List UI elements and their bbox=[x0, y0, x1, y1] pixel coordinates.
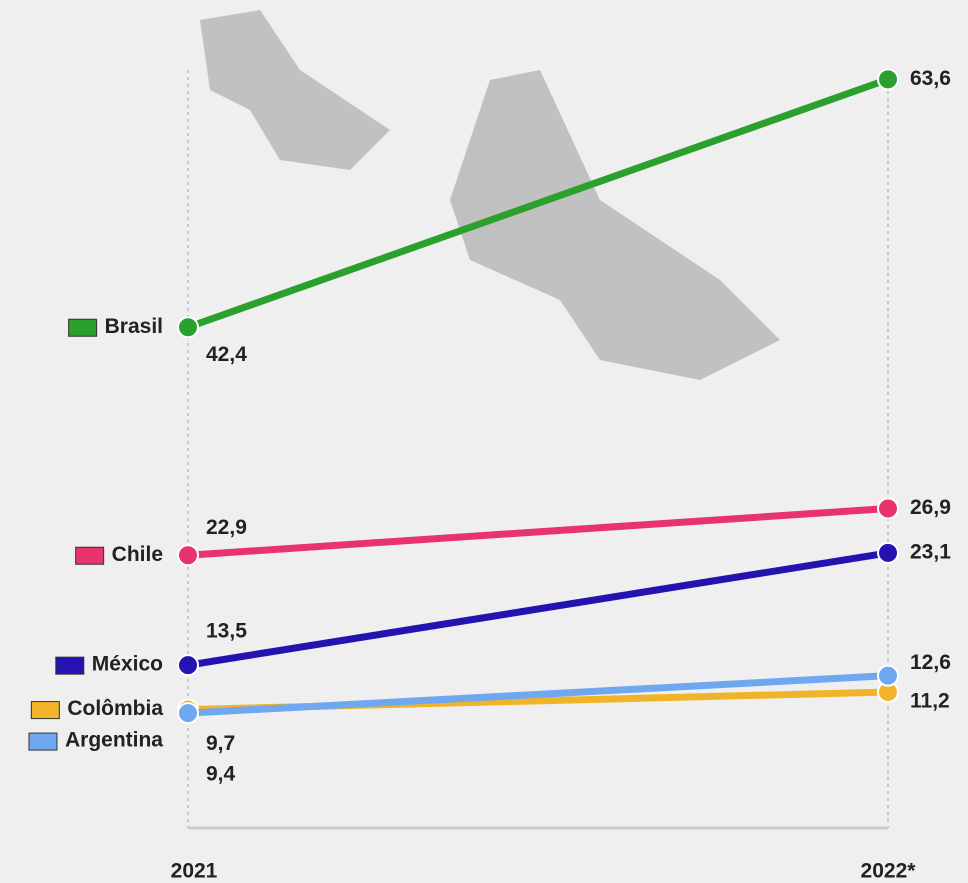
series-name: Colômbia bbox=[67, 697, 163, 720]
value-label: 42,4 bbox=[206, 343, 247, 366]
butterfly bbox=[200, 10, 390, 170]
flag bbox=[55, 656, 85, 675]
value-label: 9,4 bbox=[206, 763, 236, 786]
value-label: 13,5 bbox=[206, 620, 247, 643]
x-tick-label: 2021 bbox=[171, 860, 218, 883]
decoration bbox=[200, 10, 780, 380]
value-label: 11,2 bbox=[910, 690, 950, 713]
value-label: 23,1 bbox=[910, 540, 951, 563]
series-line bbox=[184, 75, 892, 331]
value-label: 12,6 bbox=[910, 651, 951, 674]
series-line bbox=[184, 504, 892, 559]
point bbox=[877, 664, 899, 687]
point bbox=[877, 497, 899, 520]
series-line bbox=[184, 549, 892, 669]
series-name: Argentina bbox=[65, 729, 163, 752]
series-line bbox=[184, 672, 892, 717]
value-label: 9,7 bbox=[206, 732, 235, 755]
point bbox=[177, 654, 199, 677]
value-label: 26,9 bbox=[910, 496, 951, 519]
value-label: 63,6 bbox=[910, 67, 951, 90]
series-name: Chile bbox=[112, 543, 163, 566]
point bbox=[177, 702, 199, 725]
butterfly bbox=[450, 70, 780, 380]
point bbox=[877, 68, 899, 91]
flag bbox=[28, 732, 58, 751]
value-label: 22,9 bbox=[206, 516, 247, 539]
flag bbox=[30, 701, 60, 720]
point bbox=[177, 544, 199, 567]
point bbox=[877, 541, 899, 564]
series-name: México bbox=[92, 653, 163, 676]
flag bbox=[75, 546, 105, 565]
flag bbox=[68, 318, 98, 337]
series-name: Brasil bbox=[105, 315, 163, 338]
x-tick-label: 2022* bbox=[861, 860, 917, 883]
point bbox=[177, 316, 199, 339]
